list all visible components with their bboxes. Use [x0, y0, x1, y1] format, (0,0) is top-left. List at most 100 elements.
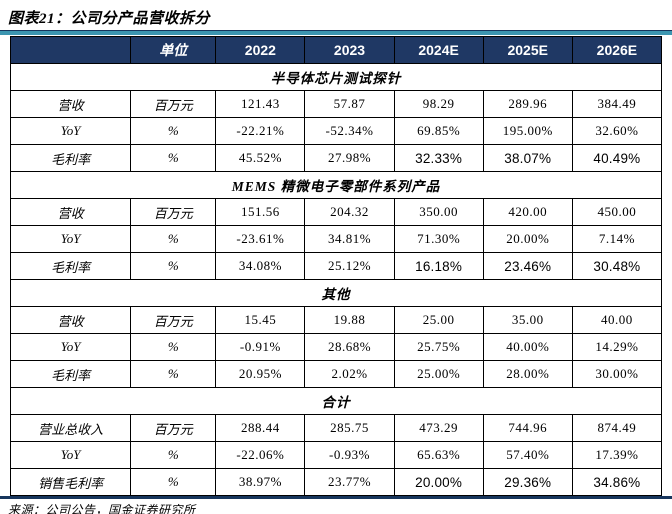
top-rule-divider [0, 30, 672, 35]
col-header-2023: 2023 [304, 36, 395, 64]
section-header-row: MEMS 精微电子零部件系列产品 [10, 171, 662, 199]
value-cell: -52.34% [304, 117, 395, 145]
value-cell: -22.21% [215, 117, 306, 145]
table-row: 营收 百万元 151.56 204.32 350.00 420.00 450.0… [9, 198, 663, 226]
row-unit: 百万元 [130, 414, 217, 442]
row-label: YoY [9, 333, 132, 361]
value-cell: -0.93% [304, 441, 395, 469]
section-header-row: 其他 [10, 279, 662, 307]
value-cell: 20.00% [482, 225, 573, 253]
value-cell: 20.95% [215, 360, 306, 388]
row-unit: 百万元 [130, 198, 217, 226]
header-row: 单位 2022 2023 2024E 2025E 2026E [9, 36, 663, 64]
value-cell: -22.06% [215, 441, 306, 469]
value-cell: 30.48% [571, 252, 663, 280]
table-row: 毛利率 % 20.95% 2.02% 25.00% 28.00% 30.00% [9, 360, 663, 388]
value-cell: 38.07% [482, 144, 573, 172]
value-cell: 98.29 [393, 90, 484, 118]
table-row: 营收 百万元 15.45 19.88 25.00 35.00 40.00 [9, 306, 663, 334]
value-cell: 384.49 [571, 90, 663, 118]
value-cell: 38.97% [215, 468, 306, 496]
value-cell: 288.44 [215, 414, 306, 442]
value-cell: 40.49% [571, 144, 663, 172]
value-cell: 65.63% [393, 441, 484, 469]
value-cell: 28.00% [482, 360, 573, 388]
table-row: YoY % -22.21% -52.34% 69.85% 195.00% 32.… [9, 117, 663, 145]
row-unit: % [130, 333, 217, 361]
col-header-2024e: 2024E [393, 36, 484, 64]
section-title: MEMS 精微电子零部件系列产品 [10, 171, 662, 199]
row-unit: % [130, 360, 217, 388]
value-cell: 25.12% [304, 252, 395, 280]
row-unit: % [130, 117, 217, 145]
row-label: 营业总收入 [9, 414, 132, 442]
value-cell: 874.49 [571, 414, 663, 442]
section-title: 合计 [10, 387, 662, 415]
value-cell: 289.96 [482, 90, 573, 118]
value-cell: 2.02% [304, 360, 395, 388]
value-cell: 473.29 [393, 414, 484, 442]
section-header-row: 合计 [10, 387, 662, 415]
value-cell: 195.00% [482, 117, 573, 145]
value-cell: 25.00 [393, 306, 484, 334]
value-cell: 23.46% [482, 252, 573, 280]
value-cell: 27.98% [304, 144, 395, 172]
value-cell: 450.00 [571, 198, 663, 226]
value-cell: 17.39% [571, 441, 663, 469]
value-cell: 29.36% [482, 468, 573, 496]
value-cell: -0.91% [215, 333, 306, 361]
row-label: YoY [9, 441, 132, 469]
table-row: YoY % -22.06% -0.93% 65.63% 57.40% 17.39… [9, 441, 663, 469]
value-cell: -23.61% [215, 225, 306, 253]
value-cell: 30.00% [571, 360, 663, 388]
bottom-rule-divider [0, 496, 672, 499]
row-label: 营收 [9, 198, 132, 226]
row-unit: % [130, 468, 217, 496]
value-cell: 151.56 [215, 198, 306, 226]
col-header-blank [9, 36, 132, 64]
row-label: 毛利率 [9, 252, 132, 280]
source-note: 来源：公司公告，国金证券研究所 [8, 503, 196, 514]
value-cell: 25.75% [393, 333, 484, 361]
value-cell: 34.08% [215, 252, 306, 280]
col-header-2022: 2022 [215, 36, 306, 64]
value-cell: 71.30% [393, 225, 484, 253]
value-cell: 57.40% [482, 441, 573, 469]
value-cell: 350.00 [393, 198, 484, 226]
value-cell: 15.45 [215, 306, 306, 334]
value-cell: 16.18% [393, 252, 484, 280]
value-cell: 40.00 [571, 306, 663, 334]
value-cell: 35.00 [482, 306, 573, 334]
value-cell: 121.43 [215, 90, 306, 118]
row-unit: 百万元 [130, 306, 217, 334]
row-label: 毛利率 [9, 360, 132, 388]
value-cell: 420.00 [482, 198, 573, 226]
table-row: 毛利率 % 45.52% 27.98% 32.33% 38.07% 40.49% [9, 144, 663, 172]
value-cell: 32.60% [571, 117, 663, 145]
table-row: 营业总收入 百万元 288.44 285.75 473.29 744.96 87… [9, 414, 663, 442]
row-unit: % [130, 252, 217, 280]
section-title: 其他 [10, 279, 662, 307]
section-header-row: 半导体芯片测试探针 [10, 63, 662, 91]
table-row: YoY % -23.61% 34.81% 71.30% 20.00% 7.14% [9, 225, 663, 253]
row-label: 营收 [9, 90, 132, 118]
row-label: 销售毛利率 [9, 468, 132, 496]
row-label: YoY [9, 225, 132, 253]
value-cell: 744.96 [482, 414, 573, 442]
value-cell: 25.00% [393, 360, 484, 388]
table-row: 销售毛利率 % 38.97% 23.77% 20.00% 29.36% 34.8… [9, 468, 663, 496]
section-title: 半导体芯片测试探针 [10, 63, 662, 91]
row-label: YoY [9, 117, 132, 145]
row-label: 营收 [9, 306, 132, 334]
value-cell: 69.85% [393, 117, 484, 145]
col-header-2025e: 2025E [482, 36, 573, 64]
row-label: 毛利率 [9, 144, 132, 172]
table-row: 毛利率 % 34.08% 25.12% 16.18% 23.46% 30.48% [9, 252, 663, 280]
table-row: YoY % -0.91% 28.68% 25.75% 40.00% 14.29% [9, 333, 663, 361]
value-cell: 19.88 [304, 306, 395, 334]
value-cell: 34.86% [571, 468, 663, 496]
col-header-2026e: 2026E [571, 36, 663, 64]
value-cell: 20.00% [393, 468, 484, 496]
value-cell: 34.81% [304, 225, 395, 253]
value-cell: 28.68% [304, 333, 395, 361]
